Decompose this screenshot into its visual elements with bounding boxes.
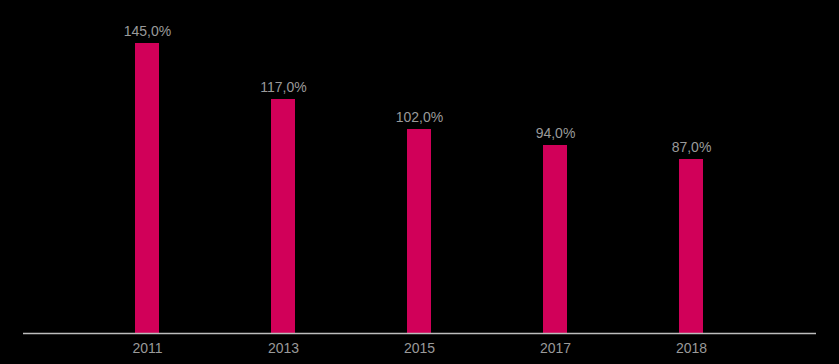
svg-text:145,0%: 145,0% — [124, 23, 171, 39]
svg-text:94,0%: 94,0% — [536, 125, 576, 141]
svg-text:2017: 2017 — [540, 340, 571, 356]
svg-text:2018: 2018 — [676, 340, 707, 356]
svg-text:2011: 2011 — [132, 340, 162, 356]
svg-text:117,0%: 117,0% — [260, 79, 306, 95]
svg-text:102,0%: 102,0% — [396, 109, 443, 125]
svg-text:2013: 2013 — [268, 340, 299, 356]
svg-text:2015: 2015 — [404, 340, 435, 356]
svg-text:87,0%: 87,0% — [672, 139, 712, 155]
